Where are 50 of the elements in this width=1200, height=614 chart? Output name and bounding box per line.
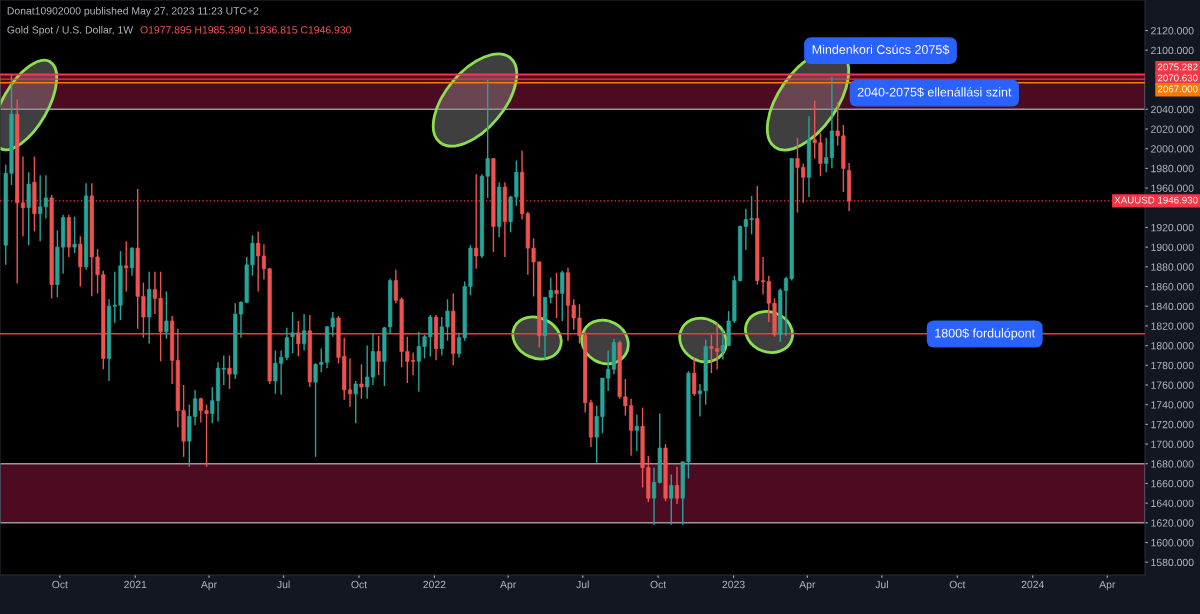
y-tick-label: 2000.000 bbox=[1151, 145, 1194, 153]
y-tick-label: 1880.000 bbox=[1151, 263, 1194, 271]
x-tick-label: 2022 bbox=[423, 580, 446, 589]
y-tick-label: 1620.000 bbox=[1151, 519, 1194, 527]
annotation: Mindenkori Csúcs 2075$ bbox=[812, 44, 950, 55]
x-tick-label: Oct bbox=[949, 580, 966, 589]
text: Gold Spot / U.S. Dollar, 1W bbox=[7, 25, 134, 36]
y-tick-label: 1700.000 bbox=[1151, 440, 1194, 448]
y-tick-label: 1780.000 bbox=[1151, 361, 1194, 370]
annotation: 2040-2075$ ellenállási szint bbox=[857, 87, 1012, 98]
y-tick-label: 1920.000 bbox=[1151, 223, 1194, 232]
y-tick-label: 1680.000 bbox=[1151, 460, 1194, 468]
y-tick-label: 1740.000 bbox=[1151, 401, 1194, 409]
ref-line-label: 2067.000 bbox=[1157, 85, 1198, 93]
y-tick-label: 2040.000 bbox=[1151, 105, 1194, 114]
y-tick-label: 1860.000 bbox=[1151, 283, 1194, 291]
ref-line-label: 2075.282 bbox=[1157, 63, 1198, 71]
y-tick-label: 2020.000 bbox=[1151, 125, 1194, 133]
x-tick-label: Apr bbox=[500, 580, 517, 591]
x-tick-label: Jul bbox=[576, 580, 589, 589]
y-tick-label: 1600.000 bbox=[1151, 539, 1194, 547]
x-tick-label: Oct bbox=[52, 580, 68, 589]
y-tick-label: 1800.000 bbox=[1151, 342, 1194, 350]
x-tick-label: Oct bbox=[351, 580, 368, 589]
y-tick-label: 1980.000 bbox=[1151, 164, 1194, 173]
annotation: 1800$ fordulópont bbox=[935, 328, 1035, 340]
y-tick-label: 1720.000 bbox=[1151, 420, 1194, 429]
x-tick-label: 2024 bbox=[1021, 580, 1044, 589]
y-tick-label: 1760.000 bbox=[1151, 381, 1194, 389]
x-tick-label: Jul bbox=[875, 580, 888, 589]
y-tick-label: 1640.000 bbox=[1151, 499, 1194, 507]
y-tick-label: 1660.000 bbox=[1151, 479, 1194, 488]
ref-line-label: XAUUSD 1946.930 bbox=[1114, 196, 1198, 204]
y-tick-label: 1900.000 bbox=[1151, 243, 1194, 252]
annotation: Donat10902000 published May 27, 2023 11:23 UTC+2 bbox=[7, 6, 259, 17]
x-tick-label: Apr bbox=[799, 580, 816, 591]
y-tick-label: 1840.000 bbox=[1151, 302, 1194, 311]
ref-line-label: 2070.630 bbox=[1157, 74, 1198, 82]
x-tick-label: 2023 bbox=[722, 580, 745, 589]
text: O1977.895 H1985.390 L1936.815 C1946.930 bbox=[140, 26, 352, 34]
y-tick-label: 2120.000 bbox=[1151, 27, 1194, 35]
y-tick-label: 1820.000 bbox=[1151, 322, 1194, 330]
y-tick-label: 2100.000 bbox=[1151, 46, 1194, 55]
y-tick-label: 1960.000 bbox=[1151, 184, 1194, 192]
y-tick-label: 1580.000 bbox=[1151, 558, 1194, 567]
x-tick-label: Apr bbox=[1099, 580, 1116, 591]
x-tick-label: Apr bbox=[200, 580, 217, 591]
x-tick-label: Jul bbox=[277, 580, 290, 589]
x-tick-label: 2021 bbox=[124, 580, 147, 589]
x-tick-label: Oct bbox=[650, 580, 667, 589]
